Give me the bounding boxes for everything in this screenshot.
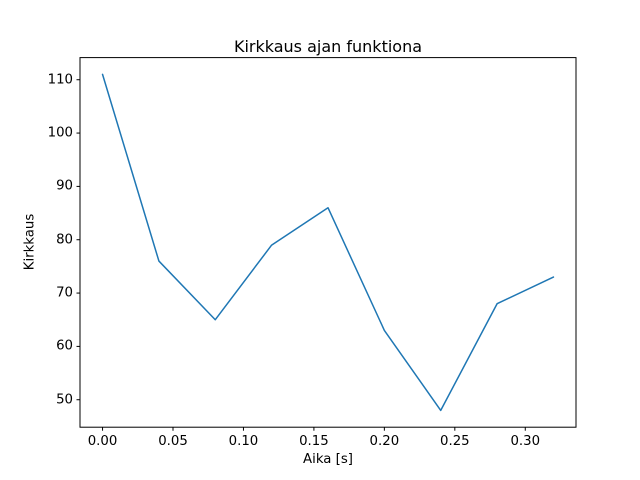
y-tick-label: 80 bbox=[56, 232, 73, 248]
y-tick-label: 90 bbox=[56, 178, 73, 194]
axes-spines bbox=[79, 57, 577, 428]
x-tick-label: 0.05 bbox=[158, 433, 188, 449]
y-tick-label: 110 bbox=[47, 72, 73, 88]
x-tick-label: 0.20 bbox=[369, 433, 400, 449]
y-tick-label: 60 bbox=[56, 338, 73, 354]
x-tick-label: 0.25 bbox=[440, 433, 470, 449]
x-tick-label: 0.15 bbox=[299, 433, 329, 449]
data-line bbox=[101, 73, 555, 412]
x-axis-label: Aika [s] bbox=[303, 452, 353, 467]
y-axis-label: Kirkkaus bbox=[22, 213, 38, 271]
x-tick-label: 0.30 bbox=[510, 433, 541, 449]
x-tick-label: 0.00 bbox=[87, 433, 118, 449]
y-tick-label: 70 bbox=[56, 285, 73, 301]
y-tick-label: 100 bbox=[47, 125, 73, 141]
x-tick-label: 0.10 bbox=[228, 433, 259, 449]
y-tick-label: 50 bbox=[56, 392, 73, 408]
chart-title: Kirkkaus ajan funktiona bbox=[233, 37, 423, 56]
